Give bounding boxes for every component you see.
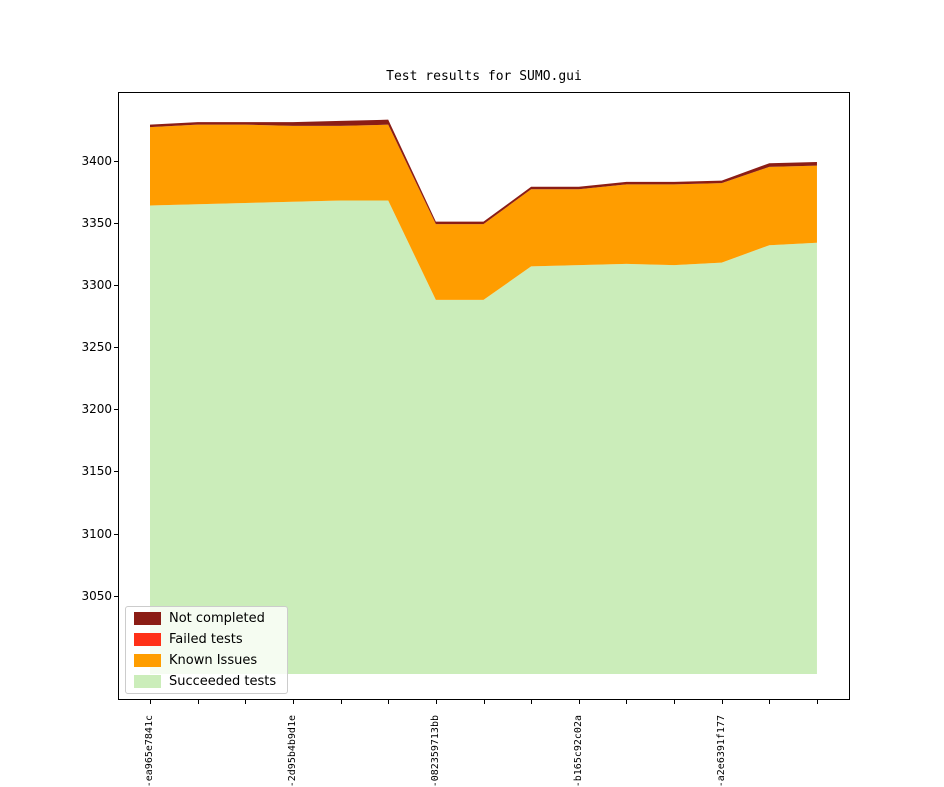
y-axis-tick-label: 3400 bbox=[81, 153, 112, 168]
area-known-issues bbox=[150, 124, 817, 300]
y-axis-tick bbox=[114, 160, 118, 162]
x-axis-tick bbox=[817, 700, 818, 704]
y-axis-tick-label: 3300 bbox=[81, 278, 112, 292]
legend-label: Succeeded tests bbox=[169, 674, 277, 689]
legend-item: Failed tests bbox=[134, 633, 279, 646]
legend-swatch-not-completed bbox=[134, 612, 161, 625]
y-axis-tick bbox=[114, 595, 118, 597]
x-axis-tick bbox=[769, 700, 771, 704]
commit-label-text: 8-b165c92c02a bbox=[572, 715, 584, 787]
area-succeeded-tests bbox=[150, 200, 817, 675]
y-axis-tick bbox=[114, 533, 118, 535]
y-axis-tick bbox=[114, 222, 118, 224]
x-axis-tick bbox=[435, 700, 437, 704]
x-axis-tick bbox=[150, 700, 151, 704]
legend: Not completed Failed tests Known Issues Suc… bbox=[125, 606, 288, 694]
y-axis-tick-label: 3050 bbox=[81, 588, 112, 603]
x-axis-tick bbox=[292, 700, 294, 704]
commit-label-text: 7-ea965e7841c bbox=[144, 715, 155, 787]
x-axis-tick bbox=[721, 700, 723, 704]
y-axis-tick-label: 3200 bbox=[81, 402, 112, 417]
x-axis-tick bbox=[340, 700, 342, 704]
legend-swatch-failed-tests bbox=[134, 633, 161, 646]
legend-item: Not completed bbox=[134, 612, 279, 625]
legend-label: Known Issues bbox=[169, 653, 258, 668]
legend-item: Known Issues bbox=[134, 654, 279, 667]
x-axis-tick bbox=[388, 700, 390, 704]
x-axis-tick bbox=[245, 700, 247, 704]
x-axis-tick bbox=[626, 700, 628, 704]
x-axis-tick bbox=[483, 700, 485, 704]
commit-label-text: 5-2d95b4b9d1e bbox=[286, 715, 298, 787]
legend-label: Failed tests bbox=[169, 632, 243, 647]
commit-label-text: -082359713bb bbox=[429, 715, 441, 787]
x-axis-tick bbox=[674, 700, 675, 704]
y-axis-tick bbox=[114, 471, 118, 473]
y-axis-tick-label: 3350 bbox=[81, 215, 112, 230]
y-axis-tick-label: 3150 bbox=[81, 464, 112, 479]
y-axis-tick bbox=[114, 409, 118, 411]
stacked-area-plot bbox=[150, 119, 817, 675]
x-axis-tick bbox=[578, 700, 580, 704]
x-axis-tick bbox=[197, 700, 199, 704]
y-axis-tick-label: 3250 bbox=[81, 340, 112, 355]
legend-label: Not completed bbox=[169, 611, 265, 626]
legend-item: Succeeded tests bbox=[134, 675, 279, 688]
x-axis-tick bbox=[531, 700, 533, 704]
legend-swatch-succeeded-tests bbox=[134, 675, 161, 688]
y-axis-tick-label: 3100 bbox=[81, 526, 112, 541]
y-axis-tick bbox=[114, 285, 118, 286]
legend-swatch-known-issues bbox=[134, 654, 161, 667]
y-axis-tick bbox=[114, 347, 118, 349]
commit-label-text: 5-a2e6391f177 bbox=[715, 715, 727, 787]
chart-title: Test results for SUMO.gui bbox=[386, 69, 582, 84]
